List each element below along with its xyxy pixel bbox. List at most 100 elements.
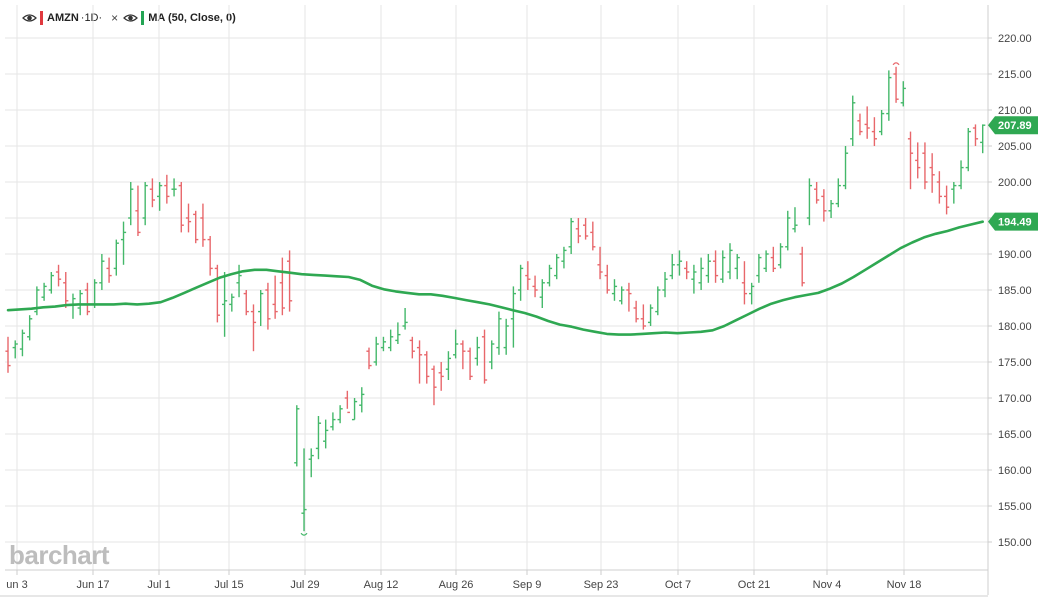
ohlc-bar (200, 203, 206, 247)
y-tick-label: 190.00 (998, 249, 1032, 261)
eye-icon[interactable] (123, 13, 139, 23)
symbol-label: AMZN (47, 12, 79, 24)
y-tick-label: 205.00 (998, 141, 1032, 153)
ohlc-bar (27, 315, 33, 341)
ohlc-bar (351, 398, 358, 421)
ohlc-bar (662, 272, 668, 298)
ohlc-bar (518, 264, 524, 301)
ohlc-bar (193, 210, 199, 244)
ohlc-bar (445, 351, 452, 380)
ma-value-badge-shape (988, 212, 1038, 231)
ohlc-bar (684, 261, 690, 280)
axes (0, 5, 992, 597)
ohlc-bar (568, 218, 574, 254)
ohlc-bar (554, 254, 560, 280)
ohlc-bar (438, 362, 444, 391)
ohlc-bar (799, 246, 805, 287)
ohlc-bar (691, 264, 697, 294)
ohlc-bar (965, 128, 971, 172)
grid-lines (5, 5, 988, 570)
last-price-badge-text: 207.89 (998, 120, 1032, 132)
ohlc-bar (712, 250, 719, 283)
ohlc-bar (63, 272, 69, 308)
symbol-color-bar (40, 11, 43, 25)
ohlc-bar (842, 146, 849, 190)
ohlc-bar (474, 336, 480, 366)
eye-icon[interactable] (22, 13, 37, 23)
ohlc-bar (944, 185, 950, 215)
ohlc-bar (929, 153, 935, 193)
ohlc-bar (308, 448, 314, 478)
ohlc-bar (142, 182, 148, 226)
ohlc-bar (178, 182, 184, 233)
ohlc-bar (19, 329, 26, 357)
ohlc-bar (424, 351, 430, 384)
chart-legend: AMZN ·1D· × MA (50, Close, 0) (22, 11, 236, 25)
ohlc-bar (647, 304, 654, 326)
y-tick-label: 200.00 (998, 177, 1032, 189)
ohlc-bar (814, 182, 820, 204)
ohlc-bar (330, 412, 336, 431)
ohlc-bar (388, 329, 394, 352)
ohlc-bar (734, 254, 740, 280)
last-price-badge: 207.89 (988, 116, 1038, 135)
ohlc-bar (431, 365, 437, 406)
ohlc-bar (590, 221, 596, 251)
y-tick-label: 180.00 (998, 321, 1032, 333)
ohlc-bar (149, 178, 155, 208)
y-tick-label: 210.00 (998, 105, 1032, 117)
ohlc-bar (575, 218, 581, 244)
ohlc-bar (113, 239, 119, 276)
ohlc-bar (157, 182, 163, 211)
ohlc-bar (770, 246, 776, 272)
ohlc-bar (886, 70, 892, 121)
ohlc-bar (604, 264, 610, 294)
ohlc-bar (135, 185, 141, 236)
ohlc-bar (655, 286, 661, 316)
ohlc-bar (828, 200, 834, 218)
moving-average-series (6, 220, 985, 336)
y-tick-label: 215.00 (998, 69, 1032, 81)
ohlc-bar (864, 106, 870, 139)
y-tick-label: 170.00 (998, 393, 1032, 405)
ohlc-bar (185, 203, 192, 233)
y-tick-label: 175.00 (998, 357, 1032, 369)
ohlc-bar (727, 243, 733, 280)
ohlc-bar (380, 336, 387, 352)
ohlc-bar (871, 117, 877, 146)
y-tick-label: 185.00 (998, 285, 1032, 297)
ohlc-bar (597, 246, 603, 280)
ohlc-bar (879, 110, 885, 136)
ohlc-bar (806, 178, 813, 226)
ohlc-bar (34, 286, 40, 316)
ohlc-bar (294, 405, 300, 467)
ohlc-bar (207, 236, 213, 276)
x-tick-label: Jul 29 (290, 579, 319, 591)
interval-label[interactable]: ·1D· (80, 12, 103, 24)
ohlc-bar (460, 340, 466, 370)
ohlc-bar (640, 304, 646, 330)
ohlc-bar (633, 300, 639, 323)
close-icon[interactable]: × (111, 11, 119, 25)
ohlc-bar (128, 182, 134, 226)
x-tick-label: Nov 4 (813, 579, 842, 591)
ohlc-bar (539, 279, 545, 308)
ohlc-bar (980, 124, 986, 154)
x-tick-label: Sep 23 (584, 579, 619, 591)
study-label[interactable]: MA (50, Close, 0) (148, 12, 236, 24)
ohlc-bar (546, 264, 553, 287)
ohlc-bar (120, 221, 127, 265)
ohlc-bar (315, 416, 322, 460)
ohlc-bar (850, 95, 856, 146)
ohlc-bar (972, 124, 979, 146)
ohlc-bar (583, 218, 589, 240)
ohlc-bar (922, 142, 928, 190)
ohlc-bar (626, 282, 632, 312)
ohlc-bar (164, 174, 170, 204)
ohlc-bar (792, 207, 798, 233)
ohlc-bar (402, 308, 408, 330)
ohlc-bar (893, 66, 899, 103)
ohlc-bar (763, 250, 769, 272)
x-tick-label: Sep 9 (513, 579, 542, 591)
